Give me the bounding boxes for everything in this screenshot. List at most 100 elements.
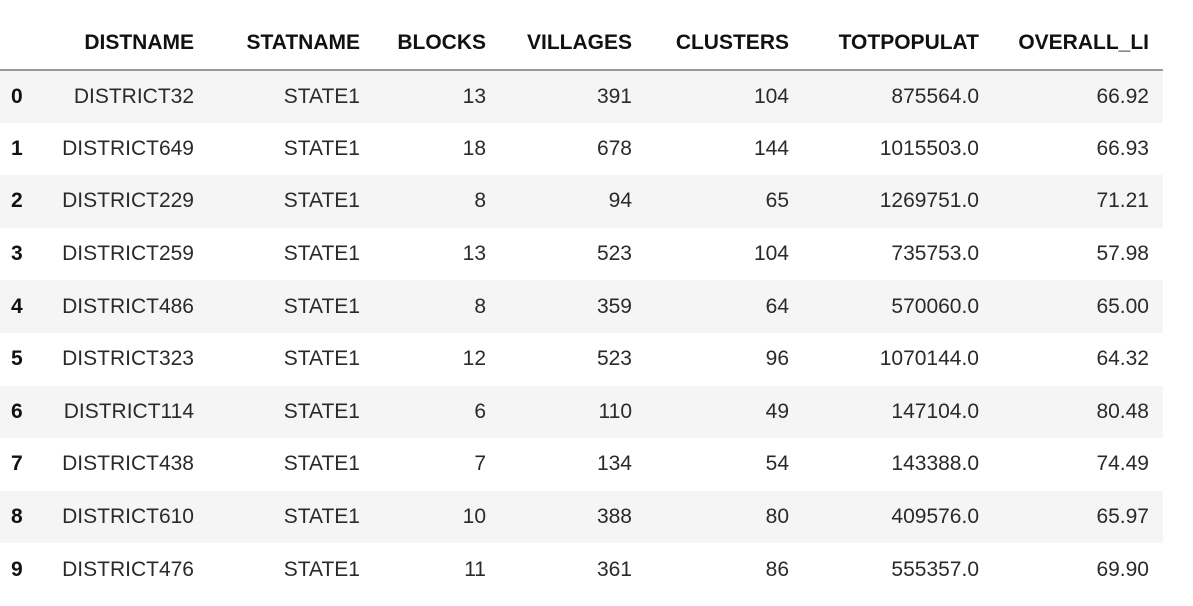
cell-blocks: 8 bbox=[474, 189, 486, 213]
cell-villages: 134 bbox=[596, 452, 632, 476]
table-row: 5 DISTRICT323 STATE1 12 523 96 1070144.0 64.32 bbox=[0, 332, 1163, 386]
table-row: 2 DISTRICT229 STATE1 8 94 65 1269751.0 71.21 bbox=[0, 175, 1163, 228]
table-body: 0 DISTRICT32 STATE1 13 391 104 875564.0 66.92 1 D… bbox=[0, 70, 1163, 596]
cell-blocks: 10 bbox=[462, 505, 486, 529]
column-header: OVERALL_LI bbox=[993, 17, 1163, 71]
table-row: 7 DISTRICT438 STATE1 7 134 54 143388.0 74.49 bbox=[0, 438, 1163, 491]
cell-clusters: 65 bbox=[765, 189, 789, 213]
column-header: CLUSTERS bbox=[646, 17, 803, 71]
cell-statname: STATE1 bbox=[283, 84, 360, 108]
cell-statname: STATE1 bbox=[283, 347, 360, 371]
cell-overall_li: 65.00 bbox=[1096, 294, 1149, 318]
table-row: 1 DISTRICT649 STATE1 18 678 144 1015503.0 66.93 bbox=[0, 122, 1163, 176]
table-row: 4 DISTRICT486 STATE1 8 359 64 570060.0 65.00 bbox=[0, 280, 1163, 333]
cell-totpopulat: 143388.0 bbox=[891, 452, 979, 476]
table-row: 8 DISTRICT610 STATE1 10 388 80 409576.0 65.97 bbox=[0, 490, 1163, 544]
row-index: 3 bbox=[11, 242, 23, 266]
cell-distname: DISTRICT114 bbox=[63, 399, 194, 423]
cell-totpopulat: 875564.0 bbox=[891, 84, 979, 108]
cell-villages: 388 bbox=[596, 505, 632, 529]
cell-blocks: 6 bbox=[474, 399, 486, 423]
row-index: 4 bbox=[11, 294, 23, 318]
column-header: STATNAME bbox=[208, 17, 374, 71]
cell-clusters: 49 bbox=[765, 399, 789, 423]
cell-totpopulat: 1070144.0 bbox=[879, 347, 979, 371]
cell-totpopulat: 409576.0 bbox=[891, 505, 979, 529]
cell-statname: STATE1 bbox=[283, 294, 360, 318]
cell-distname: DISTRICT323 bbox=[62, 347, 194, 371]
cell-totpopulat: 1269751.0 bbox=[879, 189, 979, 213]
cell-villages: 523 bbox=[596, 242, 632, 266]
cell-blocks: 7 bbox=[474, 452, 486, 476]
cell-distname: DISTRICT476 bbox=[62, 557, 194, 581]
cell-statname: STATE1 bbox=[283, 189, 360, 213]
row-index: 2 bbox=[11, 189, 23, 213]
cell-clusters: 144 bbox=[753, 136, 789, 160]
column-header: VILLAGES bbox=[500, 17, 646, 71]
cell-totpopulat: 147104.0 bbox=[891, 399, 979, 423]
cell-distname: DISTRICT486 bbox=[62, 294, 194, 318]
cell-clusters: 104 bbox=[753, 242, 789, 266]
cell-statname: STATE1 bbox=[283, 452, 360, 476]
row-index: 9 bbox=[11, 557, 23, 581]
row-index: 8 bbox=[11, 505, 23, 529]
table-row: 3 DISTRICT259 STATE1 13 523 104 735753.0 57.98 bbox=[0, 227, 1163, 281]
dataframe-output: DISTNAME STATNAME BLOCKS VILLAGES CLUSTERS TO… bbox=[0, 17, 1165, 596]
table-header: DISTNAME STATNAME BLOCKS VILLAGES CLUSTERS TO… bbox=[0, 17, 1163, 71]
header-row: DISTNAME STATNAME BLOCKS VILLAGES CLUSTERS TO… bbox=[0, 17, 1163, 71]
cell-clusters: 54 bbox=[765, 452, 789, 476]
cell-totpopulat: 735753.0 bbox=[891, 242, 979, 266]
cell-clusters: 80 bbox=[765, 505, 789, 529]
cell-totpopulat: 570060.0 bbox=[891, 294, 979, 318]
row-index: 7 bbox=[11, 452, 23, 476]
cell-statname: STATE1 bbox=[283, 505, 360, 529]
cell-overall_li: 69.90 bbox=[1096, 557, 1149, 581]
table-row: 0 DISTRICT32 STATE1 13 391 104 875564.0 66.92 bbox=[0, 70, 1163, 123]
cell-overall_li: 65.97 bbox=[1096, 505, 1149, 529]
cell-overall_li: 66.92 bbox=[1096, 84, 1149, 108]
cell-clusters: 104 bbox=[753, 84, 789, 108]
cell-distname: DISTRICT32 bbox=[73, 84, 194, 108]
cell-overall_li: 71.21 bbox=[1096, 189, 1149, 213]
cell-blocks: 13 bbox=[462, 242, 486, 266]
column-header: DISTNAME bbox=[42, 17, 208, 71]
column-header: TOTPOPULAT bbox=[803, 17, 993, 71]
cell-distname: DISTRICT229 bbox=[62, 189, 194, 213]
cell-blocks: 11 bbox=[464, 557, 486, 581]
cell-clusters: 64 bbox=[765, 294, 789, 318]
cell-blocks: 13 bbox=[462, 84, 486, 108]
cell-totpopulat: 555357.0 bbox=[891, 557, 979, 581]
cell-blocks: 18 bbox=[462, 136, 486, 160]
cell-villages: 391 bbox=[596, 84, 632, 108]
table-row: 6 DISTRICT114 STATE1 6 110 49 147104.0 80.48 bbox=[0, 385, 1163, 439]
index-column-header bbox=[0, 17, 42, 71]
row-index: 0 bbox=[11, 84, 23, 108]
cell-blocks: 12 bbox=[462, 347, 486, 371]
cell-distname: DISTRICT259 bbox=[62, 242, 194, 266]
cell-villages: 359 bbox=[596, 294, 632, 318]
cell-blocks: 8 bbox=[474, 294, 486, 318]
cell-clusters: 86 bbox=[765, 557, 789, 581]
cell-distname: DISTRICT649 bbox=[62, 136, 194, 160]
cell-overall_li: 57.98 bbox=[1096, 242, 1149, 266]
cell-overall_li: 66.93 bbox=[1096, 136, 1149, 160]
cell-villages: 523 bbox=[596, 347, 632, 371]
cell-statname: STATE1 bbox=[283, 557, 360, 581]
column-header: BLOCKS bbox=[374, 17, 500, 71]
cell-villages: 94 bbox=[608, 189, 632, 213]
cell-statname: STATE1 bbox=[283, 136, 360, 160]
dataframe-table: DISTNAME STATNAME BLOCKS VILLAGES CLUSTERS TO… bbox=[0, 17, 1163, 596]
row-index: 6 bbox=[11, 399, 23, 423]
cell-overall_li: 64.32 bbox=[1096, 347, 1149, 371]
cell-villages: 361 bbox=[596, 557, 632, 581]
table-row: 9 DISTRICT476 STATE1 11 361 86 555357.0 69.90 bbox=[0, 543, 1163, 596]
cell-villages: 678 bbox=[596, 136, 632, 160]
cell-villages: 110 bbox=[598, 399, 632, 423]
cell-statname: STATE1 bbox=[283, 399, 360, 423]
cell-totpopulat: 1015503.0 bbox=[879, 136, 979, 160]
cell-statname: STATE1 bbox=[283, 242, 360, 266]
cell-distname: DISTRICT438 bbox=[62, 452, 194, 476]
cell-clusters: 96 bbox=[765, 347, 789, 371]
row-index: 1 bbox=[11, 136, 23, 160]
row-index: 5 bbox=[11, 347, 23, 371]
